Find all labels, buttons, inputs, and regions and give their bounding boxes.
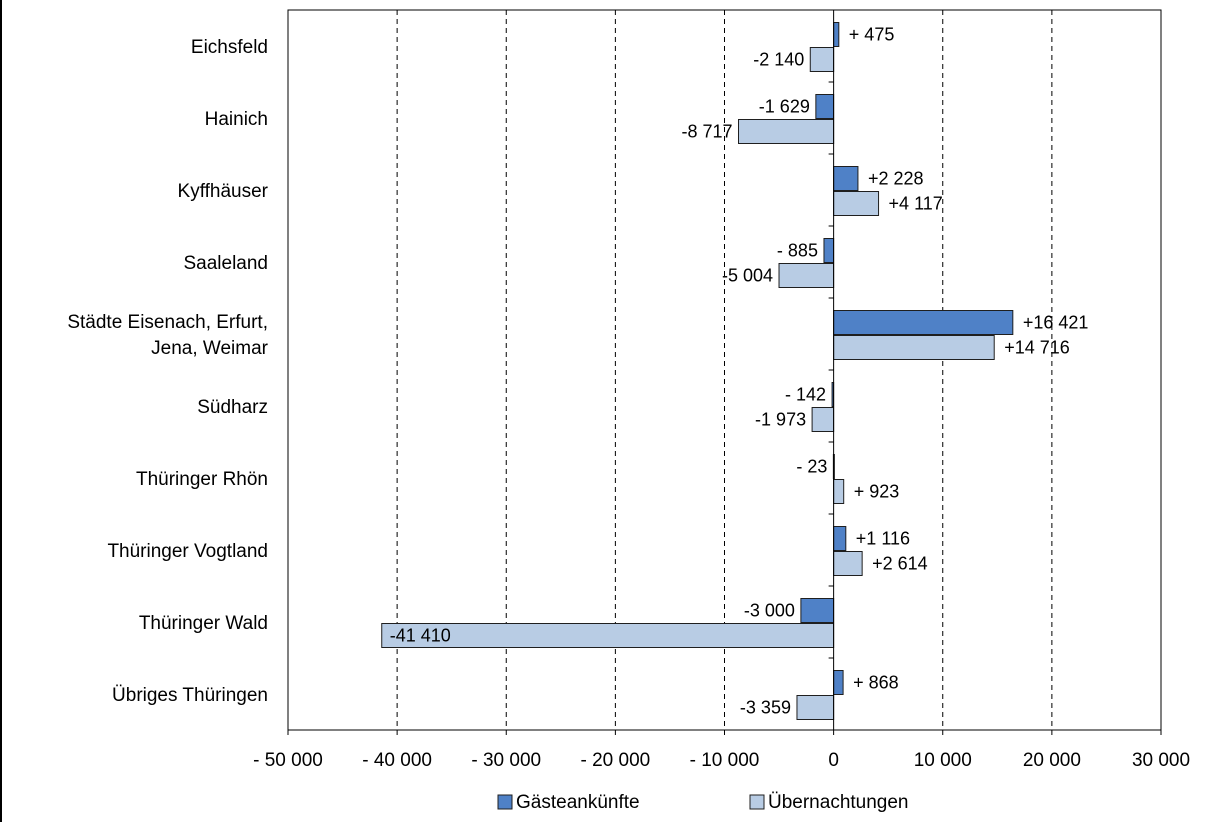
bar-uebernachtungen-9: [796, 695, 835, 720]
data-label: - 23: [796, 457, 827, 477]
grid-lines: [396, 10, 1053, 730]
bar-uebernachtungen-3: [778, 263, 835, 288]
x-tick-labels: - 50 000 - 40 000 - 30 000 - 20 000 - 10 000…: [253, 750, 1190, 771]
bar-uebernachtungen-7: [833, 551, 863, 576]
category-label: Thüringer Rhön: [136, 469, 268, 490]
x-tick-label: 0: [828, 750, 839, 771]
data-label: -2 140: [753, 50, 804, 70]
data-label: +1 116: [856, 529, 910, 549]
legend-swatch: [497, 794, 513, 810]
legend-swatch: [749, 794, 765, 810]
category-label: Hainich: [205, 109, 268, 130]
data-label: -3 000: [744, 601, 795, 621]
category-label: Kyffhäuser: [178, 181, 269, 202]
bar-uebernachtungen-5: [811, 407, 835, 432]
bar-uebernachtungen-4: [833, 335, 995, 360]
x-tick-label: 30 000: [1132, 750, 1190, 771]
data-labels: + 475 -1 629 +2 228 - 885 +16 421 - 142 - 23 +1…: [390, 25, 1089, 718]
data-label: +14 716: [1004, 338, 1070, 358]
category-label: Südharz: [197, 397, 268, 418]
bar-gaesteankuenfte-1: [815, 94, 835, 119]
legend-label: Gästeankünfte: [516, 792, 640, 813]
data-label: +16 421: [1023, 313, 1089, 333]
category-label: Städte Eisenach, Erfurt,: [67, 312, 268, 333]
category-label: Thüringer Vogtland: [107, 541, 268, 562]
bar-gaesteankuenfte-0: [833, 22, 840, 47]
bar-uebernachtungen-1: [738, 119, 835, 144]
data-label: - 885: [777, 241, 818, 261]
data-label: -3 359: [740, 698, 791, 718]
x-tick-label: - 10 000: [690, 750, 760, 771]
x-tick-label: 20 000: [1023, 750, 1081, 771]
category-label: Jena, Weimar: [151, 338, 269, 359]
data-label: +2 228: [868, 169, 924, 189]
data-label: -1 629: [759, 97, 810, 117]
data-label: + 923: [854, 482, 900, 502]
category-label: Saaleland: [183, 253, 268, 274]
bar-gaesteankuenfte-2: [833, 166, 859, 191]
category-labels: Eichsfeld Hainich Kyffhäuser Saaleland Städt…: [67, 37, 268, 706]
data-label: -1 973: [755, 410, 806, 430]
x-tick-label: - 30 000: [471, 750, 541, 771]
data-label: + 868: [853, 673, 899, 693]
legend-label: Übernachtungen: [768, 792, 909, 813]
bar-gaesteankuenfte-7: [833, 526, 847, 551]
bar-gaesteankuenfte-8: [800, 598, 835, 623]
legend: Gästeankünfte Übernachtungen: [497, 792, 909, 813]
bar-uebernachtungen-2: [833, 191, 880, 216]
data-label: + 475: [849, 25, 895, 45]
bar-gaesteankuenfte-4: [833, 310, 1014, 335]
plot-frame: [287, 9, 1162, 735]
x-tick-label: - 40 000: [362, 750, 432, 771]
data-label: -41 410: [390, 626, 451, 646]
category-label: Thüringer Wald: [139, 613, 268, 634]
data-label: +2 614: [872, 554, 928, 574]
bar-uebernachtungen-6: [833, 479, 845, 504]
data-label: -5 004: [722, 266, 773, 286]
data-label: - 142: [785, 385, 826, 405]
bar-gaesteankuenfte-3: [823, 238, 835, 263]
bars: [381, 22, 1014, 720]
data-label: +4 117: [889, 194, 943, 214]
x-tick-label: - 20 000: [581, 750, 651, 771]
x-tick-label: - 50 000: [253, 750, 323, 771]
category-label: Übriges Thüringen: [112, 685, 268, 706]
bar-uebernachtungen-0: [809, 47, 835, 72]
bar-gaesteankuenfte-9: [833, 670, 844, 695]
x-tick-label: 10 000: [914, 750, 972, 771]
category-label: Eichsfeld: [191, 37, 268, 58]
data-label: -8 717: [681, 122, 732, 142]
